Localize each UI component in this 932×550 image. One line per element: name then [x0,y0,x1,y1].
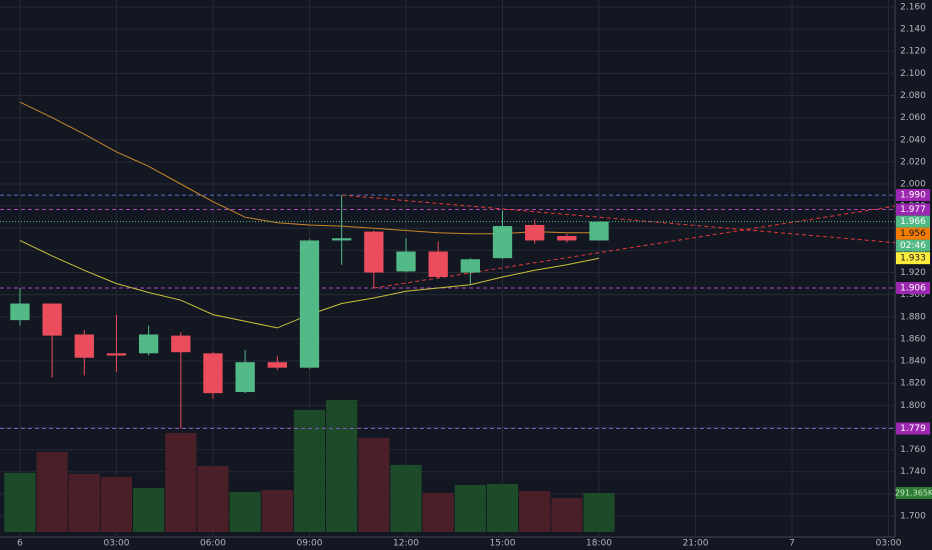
price-label-box [896,189,930,202]
volume-bar [100,476,133,532]
y-tick-label: 1.860 [900,334,926,344]
price-label-box [896,422,930,435]
candle-body [589,221,609,241]
candle-body [42,303,62,336]
y-tick-label: 1.880 [900,312,926,322]
x-tick-label: 15:00 [490,539,516,549]
y-tick-label: 2.020 [900,157,926,167]
price-label: 02:46 [900,241,926,251]
x-tick-label: 09:00 [297,539,323,549]
price-label: 1.966 [900,217,926,227]
volume-bar [261,489,293,532]
candle-body [396,251,416,272]
x-tick-label: 06:00 [200,539,226,549]
price-label-box [896,215,930,228]
y-tick-label: 2.040 [900,135,926,145]
x-tick-label: 7 [789,539,795,549]
price-label: 1.906 [900,284,926,294]
y-tick-label: 2.100 [900,69,926,79]
y-tick-label: 2.060 [900,113,926,123]
candle-body [235,362,255,393]
price-label: 1.779 [900,424,926,434]
candle-body [74,334,94,358]
x-tick-label: 18:00 [586,539,612,549]
x-tick-label: 21:00 [683,539,709,549]
volume-bar [519,490,551,532]
candle-body [492,226,513,259]
y-tick-label: 2.120 [900,47,926,57]
volume-bar [358,437,390,532]
volume-bar [486,483,519,532]
candle-body [267,362,287,368]
volume-bar [293,409,326,532]
trendline [373,205,896,289]
y-tick-label: 1.740 [900,467,926,477]
y-tick-label: 2.080 [900,91,926,101]
candle-body [557,236,577,241]
y-tick-label: 1.800 [900,401,926,411]
volume-bar [551,497,583,532]
y-tick-label: 2.000 [900,180,926,190]
x-tick-label: 6 [17,539,23,549]
volume-bar [229,491,261,532]
price-label: 1.956 [900,229,926,239]
candle-body [428,251,448,277]
volume-bar [326,399,358,532]
candle-body [299,240,320,368]
price-label: 1.933 [900,254,926,264]
price-label-box [896,252,930,265]
candle-body [364,231,384,273]
volume-label: 291.365K [895,488,932,497]
volume-bar [422,492,454,532]
volume-bar [4,472,36,532]
price-label-box [896,282,930,295]
y-tick-label: 1.900 [900,290,926,300]
volume-bar [583,492,615,532]
candle-body [138,334,159,354]
price-label: 1.990 [900,191,926,201]
y-tick-label: 1.700 [900,511,926,521]
volume-bar [68,473,100,532]
volume-bar [165,432,197,532]
candle-body [332,238,352,241]
y-tick-label: 1.840 [900,357,926,367]
candle-body [106,353,127,356]
volume-bar [36,451,68,532]
price-label-box [896,239,930,252]
candle-body [10,303,30,321]
x-tick-label: 03:00 [103,539,129,549]
candle-body [171,335,191,353]
trendline [341,194,896,244]
volume-label-box [896,486,932,499]
y-tick-label: 1.920 [900,268,926,278]
volume-bar [454,484,486,532]
volume-bar [197,465,229,532]
price-label-box [896,203,930,216]
volume-bar [133,487,165,532]
candle-body [203,353,223,394]
x-tick-label: 12:00 [393,539,419,549]
candle-body [525,224,545,241]
candle-body [460,259,480,273]
price-label-box [896,227,930,240]
volume-bar [390,464,422,532]
y-tick-label: 1.820 [900,379,926,389]
y-tick-label: 2.140 [900,25,926,35]
x-tick-label: 03:00 [876,539,902,549]
y-tick-label: 2.160 [900,2,926,12]
y-tick-label: 1.760 [900,445,926,455]
price-label: 1.977 [900,205,926,215]
